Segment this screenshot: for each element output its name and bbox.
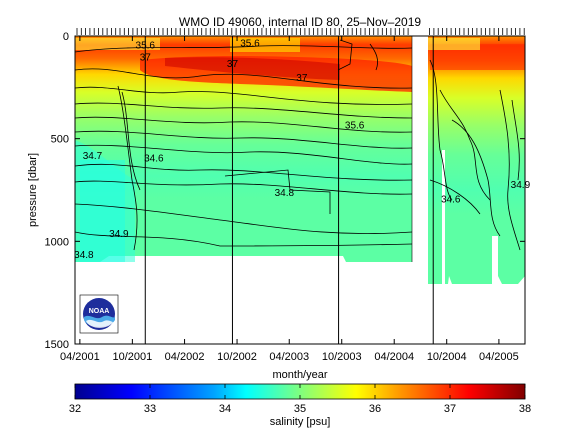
x-tick-label: 10/2004 [427,351,467,363]
contour-label: 35.6 [345,120,365,131]
x-axis: 04/2001 10/2001 04/2002 10/2002 04/2003 10/20… [60,36,519,363]
x-tick-label: 04/2005 [479,351,519,363]
x-tick-label: 10/2003 [322,351,362,363]
x-axis-label: month/year [272,369,327,381]
contour-label: 34.8 [74,250,94,261]
colorbar-tick-label: 38 [519,403,531,415]
chart-title: WMO ID 49060, internal ID 80, 25–Nov–201… [179,15,421,29]
colorbar-tick-label: 32 [69,403,81,415]
y-tick-label: 1500 [45,339,69,351]
salinity-fill-late [428,36,525,284]
y-tick-label: 1000 [45,236,69,248]
contour-label: 35.6 [240,38,260,49]
profile-markers [144,36,434,344]
y-axis-label: pressure [dbar] [27,153,39,227]
y-tick-label: 0 [63,31,69,43]
noaa-logo: NOAA [79,294,119,334]
x-tick-label: 10/2002 [217,351,257,363]
logo-text: NOAA [89,308,110,315]
contour-label: 34.9 [511,180,531,191]
y-axis: 0 500 1000 1500 [45,31,525,351]
x-tick-label: 04/2002 [165,351,205,363]
contour-label: 34.6 [144,153,164,164]
salinity-field [75,36,525,344]
colorbar-tick-label: 36 [369,403,381,415]
contour-label: 34.8 [275,188,295,199]
colorbar-tick-label: 35 [294,403,306,415]
contour-label: 34.6 [441,194,461,205]
contour-lines [75,39,521,251]
colorbar-label: salinity [psu] [270,416,331,428]
plot-frame [74,35,526,345]
contour-label: 34.7 [83,151,103,162]
colorbar-tick-label: 37 [444,403,456,415]
x-tick-label: 04/2004 [374,351,414,363]
contour-label: 37 [296,73,308,84]
profile-ticks [76,28,525,35]
colorbar: 32 33 34 35 36 37 38 salinity [psu] [69,383,531,428]
colorbar-tick-label: 34 [219,403,231,415]
x-tick-label: 04/2001 [60,351,100,363]
x-tick-label: 10/2001 [112,351,152,363]
y-tick-label: 500 [51,134,69,146]
x-tick-label: 04/2003 [269,351,309,363]
colorbar-ticks: 32 33 34 35 36 37 38 [69,384,531,415]
colorbar-tick-label: 33 [144,403,156,415]
contour-label: 34.9 [109,229,129,240]
